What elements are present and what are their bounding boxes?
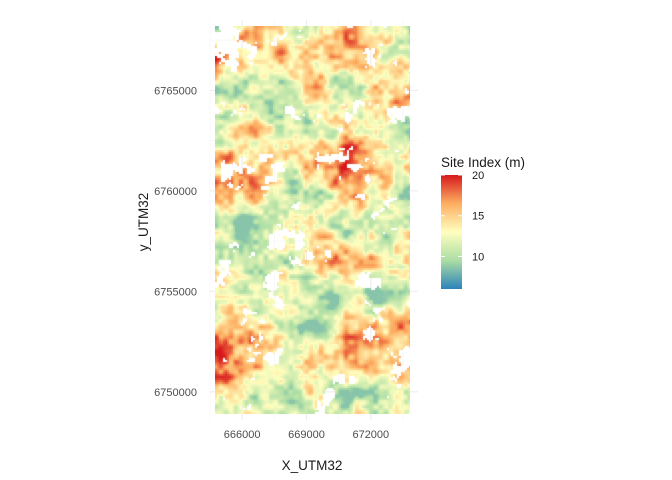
- y-axis-ticks: 6750000 6755000 6760000 6765000: [154, 85, 197, 399]
- legend-colorbar: [441, 175, 462, 289]
- x-tick-label: 672000: [352, 429, 389, 441]
- legend-ticks: 10 15 20: [441, 170, 484, 263]
- legend-tick-label: 15: [472, 211, 484, 223]
- x-axis-ticks: 666000 669000 672000: [224, 429, 389, 441]
- y-tick-label: 6750000: [154, 387, 197, 399]
- x-tick-label: 666000: [224, 429, 261, 441]
- x-tick-label: 669000: [288, 429, 325, 441]
- x-axis-title: X_UTM32: [282, 458, 343, 473]
- legend: Site Index (m) 10 15 20: [441, 155, 525, 289]
- y-axis-title: y_UTM32: [136, 193, 151, 252]
- y-tick-label: 6760000: [154, 186, 197, 198]
- legend-tick-label: 10: [472, 251, 484, 263]
- y-tick-label: 6755000: [154, 286, 197, 298]
- raster-image: [215, 26, 410, 414]
- site-index-raster: [215, 26, 410, 414]
- legend-tick-label: 20: [472, 170, 484, 182]
- legend-title: Site Index (m): [441, 155, 525, 170]
- y-tick-label: 6765000: [154, 85, 197, 97]
